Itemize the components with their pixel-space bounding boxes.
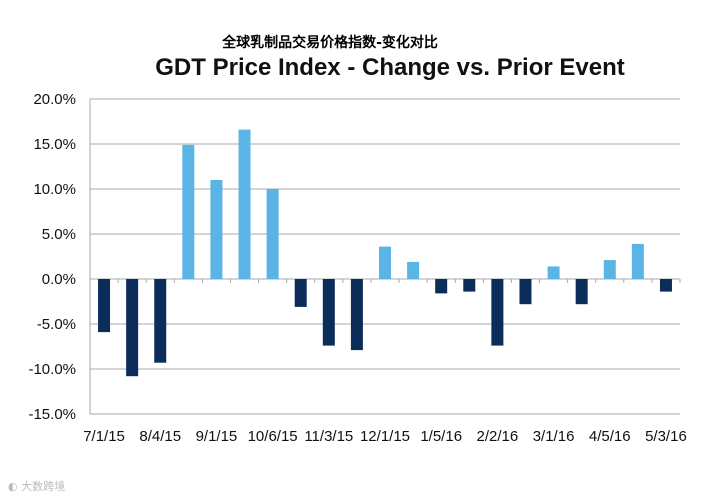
bar xyxy=(322,279,335,346)
y-tick-label: 10.0% xyxy=(33,181,76,198)
bar xyxy=(463,279,476,292)
bar xyxy=(210,180,223,279)
bar xyxy=(266,189,279,279)
bar xyxy=(350,279,363,351)
watermark-logo: ◐ 大数跨境 xyxy=(8,480,66,493)
bar xyxy=(631,243,644,279)
bar xyxy=(294,279,307,307)
x-tick-label: 9/1/15 xyxy=(196,428,238,445)
bar xyxy=(98,279,111,333)
y-tick-label: 20.0% xyxy=(33,91,76,108)
bar xyxy=(659,279,672,292)
bar xyxy=(603,260,616,279)
x-tick-label: 1/5/16 xyxy=(420,428,462,445)
chart-subtitle: 全球乳制品交易价格指数-变化对比 xyxy=(222,35,438,51)
bar xyxy=(407,261,420,279)
bar xyxy=(491,279,504,346)
x-tick-label: 11/3/15 xyxy=(304,428,353,445)
y-tick-label: -15.0% xyxy=(28,406,76,423)
bar xyxy=(379,246,391,279)
chart-title: GDT Price Index - Change vs. Prior Event xyxy=(155,54,625,81)
x-tick-label: 7/1/15 xyxy=(83,428,125,445)
y-tick-label: 0.0% xyxy=(42,271,76,288)
x-tick-label: 5/3/16 xyxy=(645,428,687,445)
bar xyxy=(519,279,532,305)
y-tick-label: 5.0% xyxy=(42,226,76,243)
bar xyxy=(154,279,167,363)
x-tick-label: 4/5/16 xyxy=(589,428,631,445)
bar xyxy=(182,144,195,279)
y-tick-label: 15.0% xyxy=(33,136,76,153)
bar xyxy=(238,129,251,279)
x-tick-label: 8/4/15 xyxy=(139,428,181,445)
x-tick-label: 2/2/16 xyxy=(477,428,519,445)
bar xyxy=(435,279,448,294)
x-tick-label: 3/1/16 xyxy=(533,428,575,445)
x-tick-label: 12/1/15 xyxy=(360,428,410,445)
bar xyxy=(575,279,588,305)
x-tick-label: 10/6/15 xyxy=(248,428,298,445)
bar xyxy=(547,266,560,279)
y-tick-label: -5.0% xyxy=(37,316,76,333)
y-tick-label: -10.0% xyxy=(28,361,76,378)
bar xyxy=(126,279,139,377)
